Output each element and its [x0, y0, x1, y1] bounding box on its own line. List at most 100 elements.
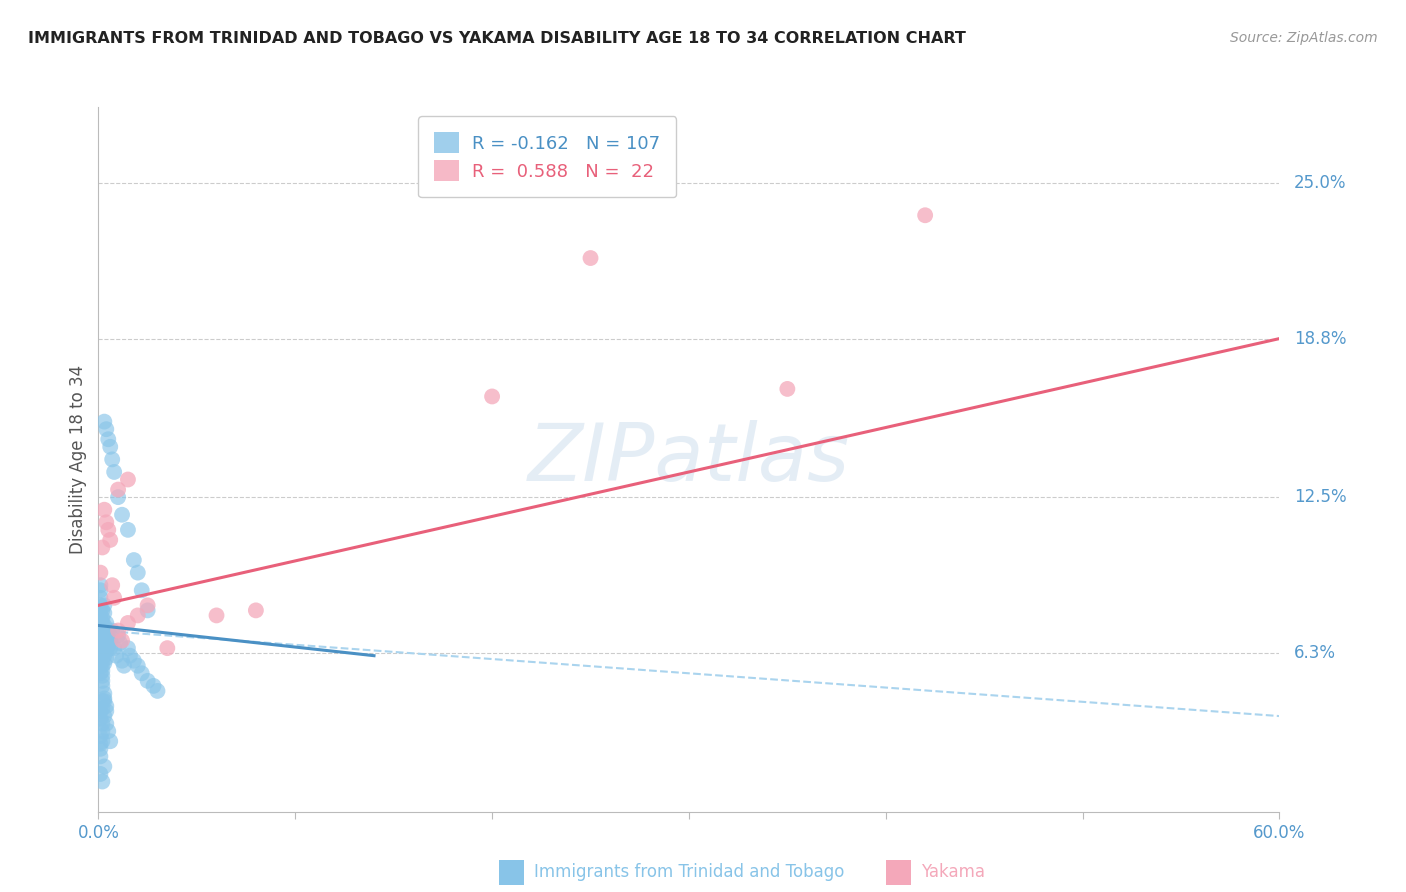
- Point: [93, 633, 115, 648]
- Point: [103, 465, 125, 479]
- Point: [96, 615, 118, 630]
- Point: [97, 631, 120, 645]
- Point: [89, 643, 111, 657]
- Point: [89, 583, 111, 598]
- Point: [91, 636, 114, 650]
- Point: [101, 624, 124, 638]
- Point: [91, 734, 114, 748]
- Point: [107, 628, 129, 642]
- Text: Yakama: Yakama: [921, 863, 986, 881]
- Point: [91, 694, 114, 708]
- Point: [91, 669, 114, 683]
- Point: [127, 608, 149, 623]
- Point: [142, 679, 165, 693]
- Point: [89, 646, 111, 660]
- Text: 6.3%: 6.3%: [1294, 644, 1336, 662]
- Point: [91, 611, 114, 625]
- Point: [89, 566, 111, 580]
- Point: [93, 502, 115, 516]
- Point: [127, 566, 149, 580]
- Point: [96, 628, 118, 642]
- Point: [97, 624, 120, 638]
- Text: ZIPatlas: ZIPatlas: [527, 420, 851, 499]
- Point: [91, 716, 114, 731]
- Point: [111, 633, 134, 648]
- Point: [96, 636, 118, 650]
- Point: [89, 624, 111, 638]
- Point: [776, 382, 799, 396]
- Point: [136, 599, 159, 613]
- Point: [91, 673, 114, 688]
- Point: [103, 641, 125, 656]
- Point: [108, 636, 131, 650]
- Point: [93, 759, 115, 773]
- Point: [89, 608, 111, 623]
- Point: [91, 541, 114, 555]
- Point: [96, 716, 118, 731]
- Point: [112, 658, 135, 673]
- Point: [481, 389, 503, 403]
- Point: [122, 654, 145, 668]
- Point: [91, 615, 114, 630]
- Point: [245, 603, 267, 617]
- Point: [93, 606, 115, 620]
- Point: [914, 208, 936, 222]
- Point: [89, 712, 111, 726]
- Point: [89, 654, 111, 668]
- Y-axis label: Disability Age 18 to 34: Disability Age 18 to 34: [69, 365, 87, 554]
- Point: [93, 709, 115, 723]
- Point: [98, 633, 121, 648]
- Point: [89, 618, 111, 632]
- Point: [107, 483, 129, 497]
- Point: [91, 626, 114, 640]
- Point: [91, 654, 114, 668]
- Point: [131, 583, 153, 598]
- Point: [93, 694, 115, 708]
- Point: [146, 684, 169, 698]
- Point: [89, 767, 111, 781]
- Point: [117, 615, 139, 630]
- Point: [89, 614, 111, 628]
- Point: [93, 626, 115, 640]
- Point: [136, 673, 159, 688]
- Point: [101, 452, 124, 467]
- Point: [89, 578, 111, 592]
- Text: 18.8%: 18.8%: [1294, 329, 1346, 348]
- Point: [93, 691, 115, 706]
- Point: [89, 628, 111, 642]
- Point: [96, 643, 118, 657]
- Point: [89, 603, 111, 617]
- Point: [91, 679, 114, 693]
- Point: [91, 618, 114, 632]
- Point: [93, 686, 115, 700]
- Point: [97, 639, 120, 653]
- Point: [91, 631, 114, 645]
- Point: [117, 473, 139, 487]
- Point: [91, 641, 114, 656]
- Text: IMMIGRANTS FROM TRINIDAD AND TOBAGO VS YAKAMA DISABILITY AGE 18 TO 34 CORRELATIO: IMMIGRANTS FROM TRINIDAD AND TOBAGO VS Y…: [28, 31, 966, 46]
- Point: [96, 699, 118, 714]
- Point: [91, 603, 114, 617]
- Point: [89, 749, 111, 764]
- Point: [91, 626, 114, 640]
- Point: [97, 724, 120, 739]
- Point: [91, 724, 114, 739]
- Point: [117, 523, 139, 537]
- Point: [205, 608, 228, 623]
- Text: 12.5%: 12.5%: [1294, 488, 1347, 506]
- Point: [96, 422, 118, 436]
- Point: [579, 251, 602, 265]
- Point: [91, 633, 114, 648]
- Point: [93, 415, 115, 429]
- Point: [98, 440, 121, 454]
- Point: [89, 741, 111, 756]
- Point: [111, 654, 134, 668]
- Point: [136, 603, 159, 617]
- Point: [93, 641, 115, 656]
- Point: [98, 734, 121, 748]
- Point: [98, 533, 121, 547]
- Point: [89, 737, 111, 751]
- Point: [97, 432, 120, 446]
- Point: [89, 633, 111, 648]
- Point: [91, 646, 114, 660]
